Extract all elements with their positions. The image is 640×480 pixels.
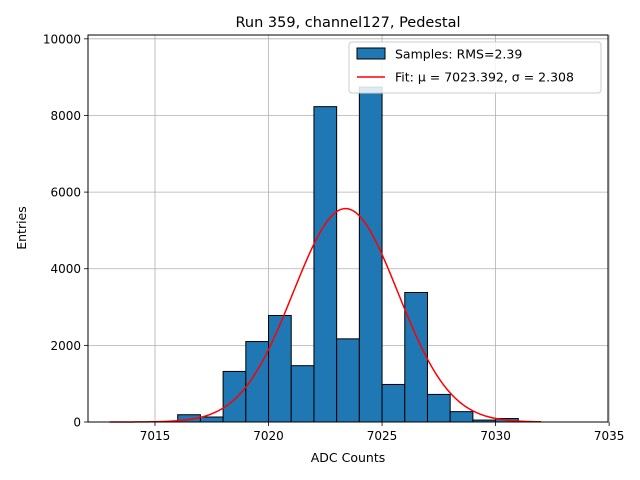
histogram-bar xyxy=(358,86,383,423)
legend-swatch-samples xyxy=(356,47,386,60)
fit-curve xyxy=(109,207,542,423)
legend-box xyxy=(348,41,602,94)
histogram-bar xyxy=(449,411,474,423)
histogram-bar xyxy=(199,416,224,423)
x-tick-label: 7035 xyxy=(594,429,625,443)
histogram-bar xyxy=(404,291,428,423)
histogram-bar xyxy=(313,106,338,423)
histogram-bar xyxy=(222,370,247,423)
x-tick-label: 7020 xyxy=(253,429,284,443)
x-axis-label: ADC Counts xyxy=(311,450,386,465)
plot-frame xyxy=(87,34,609,423)
legend-label-fit: Fit: μ = 7023.392, σ = 2.308 xyxy=(395,70,574,85)
chart-title: Run 359, channel127, Pedestal xyxy=(235,15,460,31)
histogram-bar xyxy=(381,383,406,423)
y-tick-label: 8000 xyxy=(50,109,81,123)
y-tick-label: 6000 xyxy=(50,186,81,200)
y-tick-label: 10000 xyxy=(43,32,81,46)
y-axis-ticks: 0 2000 4000 6000 8000 10000 xyxy=(43,32,88,430)
histogram-bar xyxy=(268,314,292,423)
histogram-bar xyxy=(426,393,451,423)
histogram-bar xyxy=(336,338,360,423)
y-tick-label: 4000 xyxy=(50,262,81,276)
x-tick-label: 7030 xyxy=(480,429,511,443)
legend-label-samples: Samples: RMS=2.39 xyxy=(395,47,522,62)
legend: Samples: RMS=2.39 Fit: μ = 7023.392, σ =… xyxy=(348,41,602,94)
y-axis-label: Entries xyxy=(14,206,29,250)
y-tick-label: 0 xyxy=(73,416,81,430)
x-tick-label: 7025 xyxy=(367,429,398,443)
histogram-bars xyxy=(177,86,519,423)
y-tick-label: 2000 xyxy=(50,339,81,353)
x-tick-label: 7015 xyxy=(140,429,171,443)
histogram-bar xyxy=(290,365,315,423)
x-axis-ticks: 7015 7020 7025 7030 7035 xyxy=(140,422,625,443)
